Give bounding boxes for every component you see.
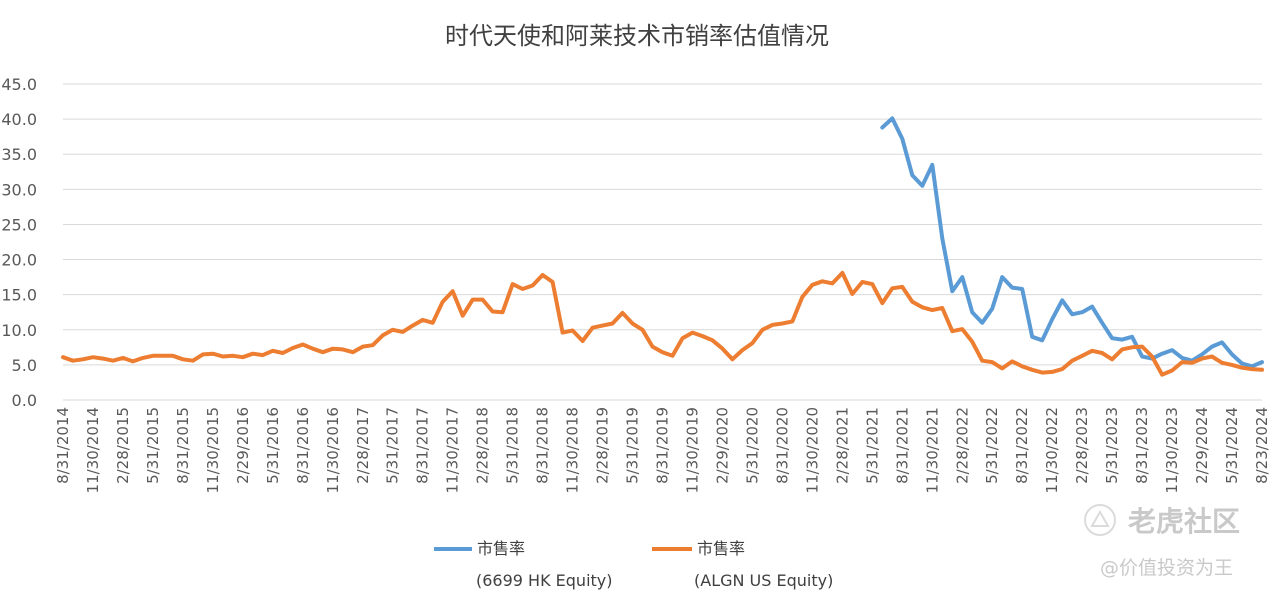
x-tick-label: 8/31/2016 — [294, 407, 312, 484]
x-tick-label: 11/30/2016 — [324, 407, 342, 493]
x-tick-label: 2/28/2019 — [594, 407, 612, 484]
series-line-0 — [880, 116, 1264, 369]
x-tick-label: 2/29/2020 — [713, 407, 731, 484]
y-tick-label: 35.0 — [1, 145, 37, 164]
x-tick-label: 11/30/2015 — [204, 407, 222, 493]
x-tick-label: 8/31/2022 — [1013, 407, 1031, 484]
x-tick-label: 2/29/2024 — [1193, 407, 1211, 484]
x-tick-label: 8/31/2021 — [893, 407, 911, 484]
x-tick-label: 8/23/2024 — [1253, 407, 1271, 484]
legend-item-algn: 市售率 (ALGN US Equity) — [652, 539, 833, 590]
x-axis-ticks: 8/31/2014 11/30/2014 2/28/2015 5/31/2015 8/3… — [54, 407, 1271, 493]
y-tick-label: 20.0 — [1, 251, 37, 270]
x-tick-label: 5/31/2024 — [1223, 407, 1241, 484]
x-tick-label: 5/31/2018 — [504, 407, 522, 484]
y-axis-ticks: 0.0 5.0 10.0 15.0 20.0 25.0 30.0 35.0 40.0 45.0 — [1, 75, 37, 410]
x-tick-label: 8/31/2019 — [654, 407, 672, 484]
series-line-1 — [61, 270, 1264, 377]
x-tick-label: 11/30/2021 — [923, 407, 941, 493]
series-layer — [61, 116, 1264, 377]
y-tick-label: 25.0 — [1, 215, 37, 234]
gridlines — [63, 83, 1262, 401]
x-tick-label: 2/28/2022 — [953, 407, 971, 484]
x-tick-label: 2/28/2023 — [1073, 407, 1091, 484]
legend-item-6699: 市售率 (6699 HK Equity) — [434, 539, 613, 590]
x-tick-label: 5/31/2020 — [743, 407, 761, 484]
legend: 市售率 (6699 HK Equity) 市售率 (ALGN US Equity… — [434, 539, 833, 590]
x-tick-label: 8/31/2018 — [534, 407, 552, 484]
x-tick-label: 2/28/2018 — [474, 407, 492, 484]
x-tick-label: 11/30/2023 — [1163, 407, 1181, 493]
x-tick-label: 2/28/2015 — [114, 407, 132, 484]
x-tick-label: 8/31/2017 — [414, 407, 432, 484]
x-tick-label: 5/31/2015 — [144, 407, 162, 484]
x-tick-label: 11/30/2020 — [803, 407, 821, 493]
x-tick-label: 8/31/2020 — [773, 407, 791, 484]
x-tick-label: 11/30/2018 — [564, 407, 582, 493]
x-tick-label: 11/30/2019 — [683, 407, 701, 493]
chart-title: 时代天使和阿莱技术市销率估值情况 — [445, 22, 829, 50]
x-tick-label: 8/31/2015 — [174, 407, 192, 484]
x-tick-label: 5/31/2022 — [983, 407, 1001, 484]
x-tick-label: 5/31/2021 — [863, 407, 881, 484]
y-tick-label: 15.0 — [1, 286, 37, 305]
x-tick-label: 11/30/2022 — [1043, 407, 1061, 493]
x-tick-label: 8/31/2014 — [54, 407, 72, 484]
y-tick-label: 45.0 — [1, 75, 37, 94]
x-tick-label: 5/31/2023 — [1103, 407, 1121, 484]
x-tick-label: 5/31/2019 — [624, 407, 642, 484]
x-tick-label: 2/28/2017 — [354, 407, 372, 484]
y-tick-label: 5.0 — [12, 356, 37, 375]
tiger-logo-icon — [1084, 504, 1116, 536]
x-tick-label: 5/31/2017 — [384, 407, 402, 484]
y-tick-label: 10.0 — [1, 321, 37, 340]
legend-label-algn: 市售率 — [697, 539, 745, 558]
x-tick-label: 11/30/2014 — [84, 407, 102, 493]
watermark-brand: 老虎社区 — [1128, 505, 1241, 538]
legend-label-6699: 市售率 — [477, 539, 525, 558]
x-tick-label: 8/31/2023 — [1133, 407, 1151, 484]
y-tick-label: 0.0 — [12, 391, 37, 410]
x-tick-label: 5/31/2016 — [264, 407, 282, 484]
watermark-author: @价值投资为王 — [1100, 557, 1234, 579]
x-tick-label: 2/29/2016 — [234, 407, 252, 484]
legend-note-6699: (6699 HK Equity) — [476, 571, 613, 590]
y-tick-label: 40.0 — [1, 110, 37, 129]
x-tick-label: 2/28/2021 — [833, 407, 851, 484]
y-tick-label: 30.0 — [1, 180, 37, 199]
legend-note-algn: (ALGN US Equity) — [694, 571, 833, 590]
x-tick-label: 11/30/2017 — [444, 407, 462, 493]
